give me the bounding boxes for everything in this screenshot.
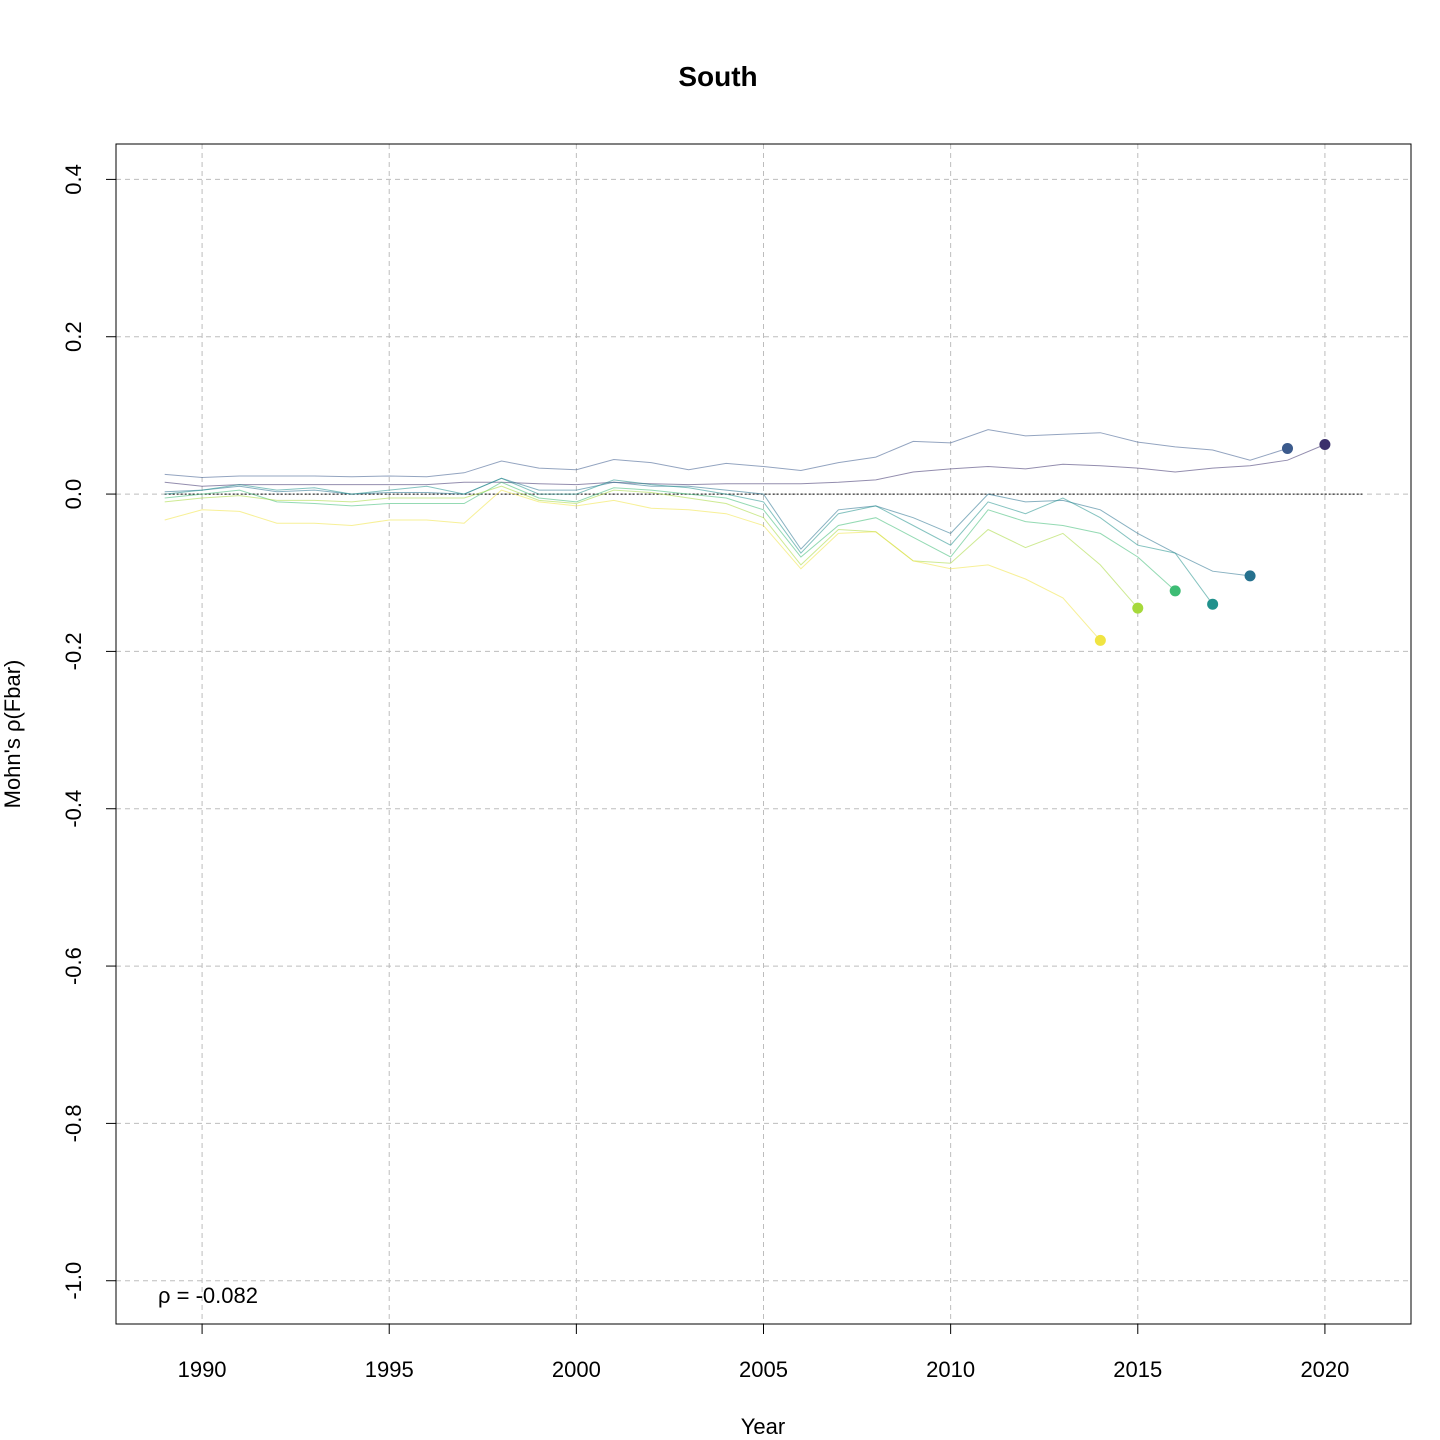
x-tick-label-2015: 2015 [1113, 1357, 1162, 1382]
end-point-2020 [1319, 439, 1331, 451]
terminal-points [1094, 439, 1331, 646]
series-line-2019 [164, 429, 1288, 479]
chart-title: South [678, 61, 757, 92]
x-axis-label: Year [741, 1414, 785, 1439]
end-point-2015 [1132, 602, 1144, 614]
x-tick-label-2010: 2010 [926, 1357, 975, 1382]
end-point-2018 [1244, 570, 1256, 582]
end-point-2017 [1207, 598, 1219, 610]
grid-lines [116, 144, 1411, 1324]
end-point-2016 [1169, 585, 1181, 597]
end-point-2019 [1281, 442, 1293, 454]
series-line-2018 [164, 477, 1251, 577]
x-tick-label-2000: 2000 [552, 1357, 601, 1382]
x-tick-label-2005: 2005 [739, 1357, 788, 1382]
series-line-2017 [164, 477, 1214, 605]
x-axis: 1990 1995 2000 2005 2010 2015 2020 [178, 1323, 1349, 1382]
y-tick-label-5: 0.0 [61, 479, 86, 510]
series-line-2015 [164, 485, 1139, 609]
series-line-2016 [164, 481, 1176, 592]
y-tick-label-2: -0.6 [61, 947, 86, 985]
y-axis-label: Mohn's ρ(Fbar) [0, 660, 25, 809]
series-lines [164, 429, 1326, 641]
y-tick-label-1: -0.8 [61, 1104, 86, 1142]
series-line-2020 [164, 444, 1326, 487]
y-axis: -1.0 -0.8 -0.6 -0.4 -0.2 0.0 0.2 0.4 [61, 164, 117, 1300]
end-point-2014 [1094, 634, 1106, 646]
x-tick-label-2020: 2020 [1300, 1357, 1349, 1382]
y-tick-label-7: 0.4 [61, 164, 86, 195]
y-tick-label-4: -0.2 [61, 632, 86, 670]
x-tick-label-1995: 1995 [365, 1357, 414, 1382]
y-tick-label-0: -1.0 [61, 1262, 86, 1300]
y-tick-label-3: -0.4 [61, 790, 86, 828]
rho-annotation: ρ = -0.082 [158, 1283, 258, 1308]
y-tick-label-6: 0.2 [61, 321, 86, 352]
series-line-2014 [164, 489, 1101, 641]
x-tick-label-1990: 1990 [178, 1357, 227, 1382]
